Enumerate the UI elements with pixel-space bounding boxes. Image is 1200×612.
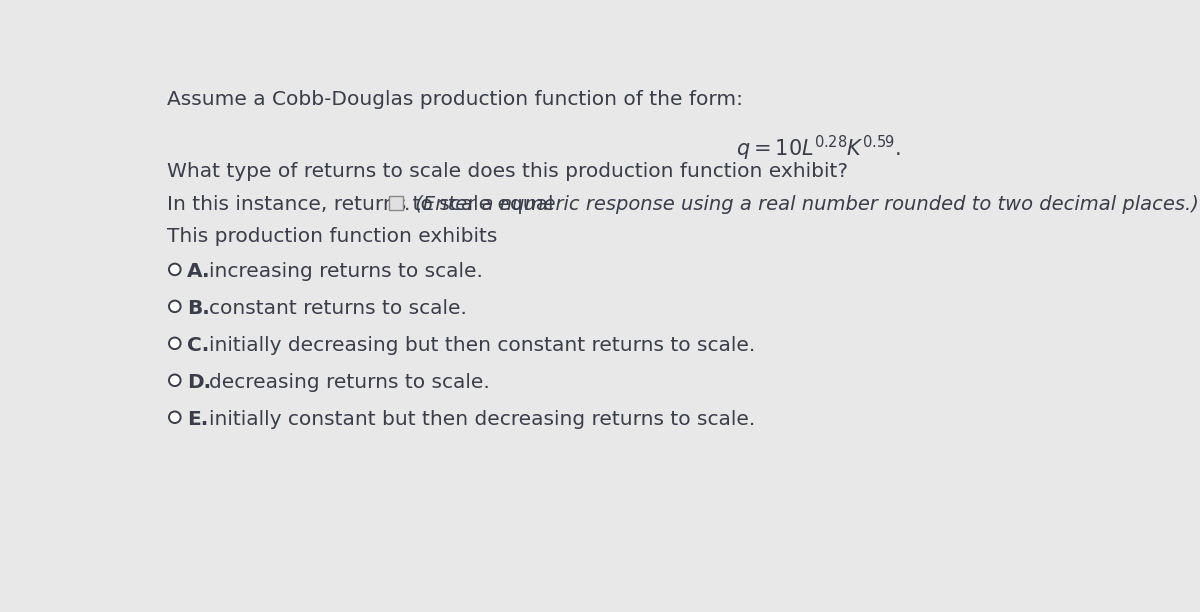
Text: .: . bbox=[403, 195, 410, 214]
Circle shape bbox=[169, 300, 181, 312]
Text: initially decreasing but then constant returns to scale.: initially decreasing but then constant r… bbox=[209, 336, 755, 355]
Text: $q = 10L^{0.28}K^{0.59}$.: $q = 10L^{0.28}K^{0.59}$. bbox=[736, 133, 901, 163]
Circle shape bbox=[169, 411, 181, 423]
Text: This production function exhibits: This production function exhibits bbox=[167, 228, 498, 247]
Text: initially constant but then decreasing returns to scale.: initially constant but then decreasing r… bbox=[209, 410, 755, 429]
Text: In this instance, returns to scale equal: In this instance, returns to scale equal bbox=[167, 195, 553, 214]
Circle shape bbox=[169, 375, 181, 386]
Text: (Enter a numeric response using a real number rounded to two decimal places.): (Enter a numeric response using a real n… bbox=[409, 195, 1199, 214]
Text: increasing returns to scale.: increasing returns to scale. bbox=[209, 262, 482, 281]
Circle shape bbox=[169, 338, 181, 349]
Text: decreasing returns to scale.: decreasing returns to scale. bbox=[209, 373, 490, 392]
FancyBboxPatch shape bbox=[389, 196, 403, 210]
Text: A.: A. bbox=[187, 262, 210, 281]
Text: constant returns to scale.: constant returns to scale. bbox=[209, 299, 467, 318]
Text: D.: D. bbox=[187, 373, 211, 392]
Text: E.: E. bbox=[187, 410, 208, 429]
Text: Assume a Cobb-Douglas production function of the form:: Assume a Cobb-Douglas production functio… bbox=[167, 91, 743, 110]
Text: What type of returns to scale does this production function exhibit?: What type of returns to scale does this … bbox=[167, 162, 848, 181]
Circle shape bbox=[169, 264, 181, 275]
Text: C.: C. bbox=[187, 336, 209, 355]
Text: B.: B. bbox=[187, 299, 210, 318]
